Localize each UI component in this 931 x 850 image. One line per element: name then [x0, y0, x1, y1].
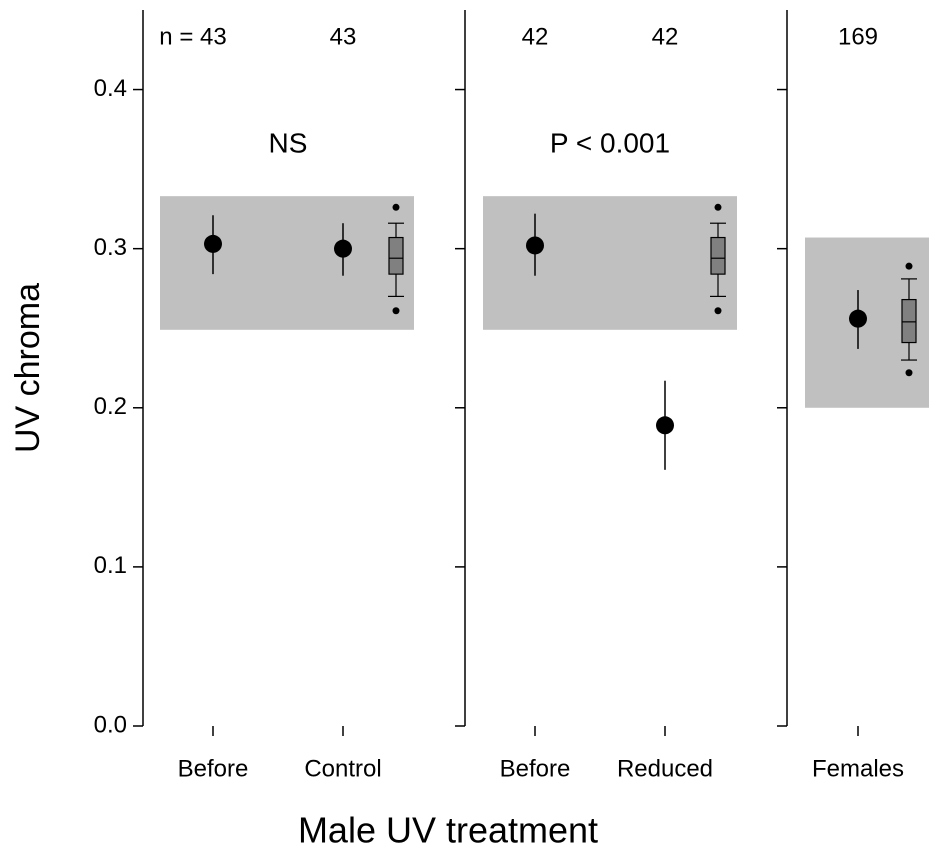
mean-point: [204, 234, 222, 253]
y-tick-label: 0.0: [94, 711, 127, 738]
outlier: [714, 203, 722, 211]
box: [710, 236, 726, 275]
y-axis-label: UV chroma: [9, 283, 47, 453]
x-tick-label: Reduced: [617, 755, 713, 782]
annotation: P < 0.001: [550, 127, 670, 158]
mean-point: [849, 309, 867, 328]
reference-band: [160, 196, 414, 330]
box: [901, 298, 917, 344]
x-axis-label: Male UV treatment: [298, 810, 598, 850]
mean-point: [526, 236, 544, 255]
reference-band: [483, 196, 737, 330]
x-tick-label: Before: [500, 755, 571, 782]
outlier: [905, 262, 913, 270]
outlier: [392, 203, 400, 211]
outlier: [714, 307, 722, 315]
annotation: NS: [269, 127, 308, 158]
y-tick-label: 0.3: [94, 234, 127, 261]
y-tick-label: 0.1: [94, 552, 127, 579]
sample-size: 43: [330, 23, 357, 50]
x-tick-label: Control: [304, 755, 381, 782]
mean-point: [656, 416, 674, 435]
y-tick-label: 0.4: [94, 75, 127, 102]
box: [388, 236, 404, 275]
sample-size: 42: [522, 23, 549, 50]
sample-size: 42: [652, 23, 679, 50]
sample-size: 169: [838, 23, 878, 50]
mean-point: [334, 239, 352, 258]
sample-size: n = 43: [159, 23, 226, 50]
outlier: [905, 369, 913, 377]
y-tick-label: 0.2: [94, 393, 127, 420]
outlier: [392, 307, 400, 315]
x-tick-label: Females: [812, 755, 904, 782]
x-tick-label: Before: [178, 755, 249, 782]
